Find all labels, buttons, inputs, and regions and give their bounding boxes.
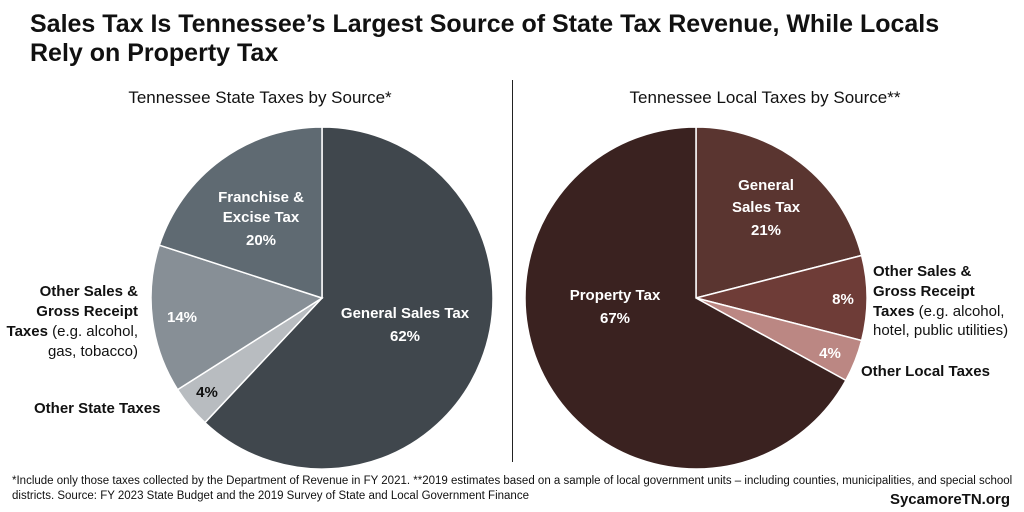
- state-slice-2: [150, 244, 324, 391]
- local-other-sales-label-4: hotel, public utilities): [873, 322, 1008, 339]
- local-other-sales-label-2: Gross Receipt: [873, 283, 975, 300]
- state-other-sales-label-3: Taxes (e.g. alcohol,: [7, 323, 138, 340]
- local-general-sales-label-1: General: [738, 177, 794, 194]
- state-franchise-label-1: Franchise &: [218, 189, 304, 206]
- local-taxes-pie: [524, 126, 868, 470]
- local-chart-subtitle: Tennessee Local Taxes by Source**: [629, 88, 901, 107]
- state-other-sales-label-4: gas, tobacco): [48, 343, 138, 360]
- local-other-taxes-label: Other Local Taxes: [861, 363, 990, 380]
- state-other-sales-label-2: Gross Receipt: [36, 303, 138, 320]
- local-general-sales-label-2: Sales Tax: [732, 199, 801, 216]
- state-other-taxes-label: Other State Taxes: [34, 400, 160, 417]
- local-slice-0: [695, 126, 863, 299]
- local-other-sales-pct: 8%: [832, 291, 854, 308]
- state-franchise-label-2: Excise Tax: [223, 209, 300, 226]
- state-general-sales-pct: 62%: [390, 328, 420, 345]
- state-chart-subtitle: Tennessee State Taxes by Source*: [128, 88, 392, 107]
- local-other-sales-label-3: Taxes (e.g. alcohol,: [873, 303, 1004, 320]
- state-slice-3: [158, 126, 323, 300]
- footnote: *Include only those taxes collected by t…: [12, 475, 1013, 502]
- chart-divider: [512, 80, 513, 462]
- state-taxes-pie: [150, 126, 494, 470]
- state-other-taxes-pct: 4%: [196, 384, 218, 401]
- local-slice-3: [524, 126, 847, 470]
- state-general-sales-label: General Sales Tax: [341, 305, 470, 322]
- local-other-local-pct: 4%: [819, 345, 841, 362]
- chart-title: Sales Tax Is Tennessee’s Largest Source …: [30, 10, 940, 67]
- local-property-pct: 67%: [600, 310, 630, 327]
- state-slice-0: [203, 126, 494, 470]
- local-general-sales-pct: 21%: [751, 222, 781, 239]
- brand-logo-text: SycamoreTN.org: [889, 491, 1010, 508]
- state-other-sales-pct: 14%: [167, 309, 197, 326]
- state-other-sales-label-1: Other Sales &: [40, 283, 139, 300]
- state-franchise-pct: 20%: [246, 232, 276, 249]
- local-other-sales-label-1: Other Sales &: [873, 263, 972, 280]
- local-property-label: Property Tax: [570, 287, 661, 304]
